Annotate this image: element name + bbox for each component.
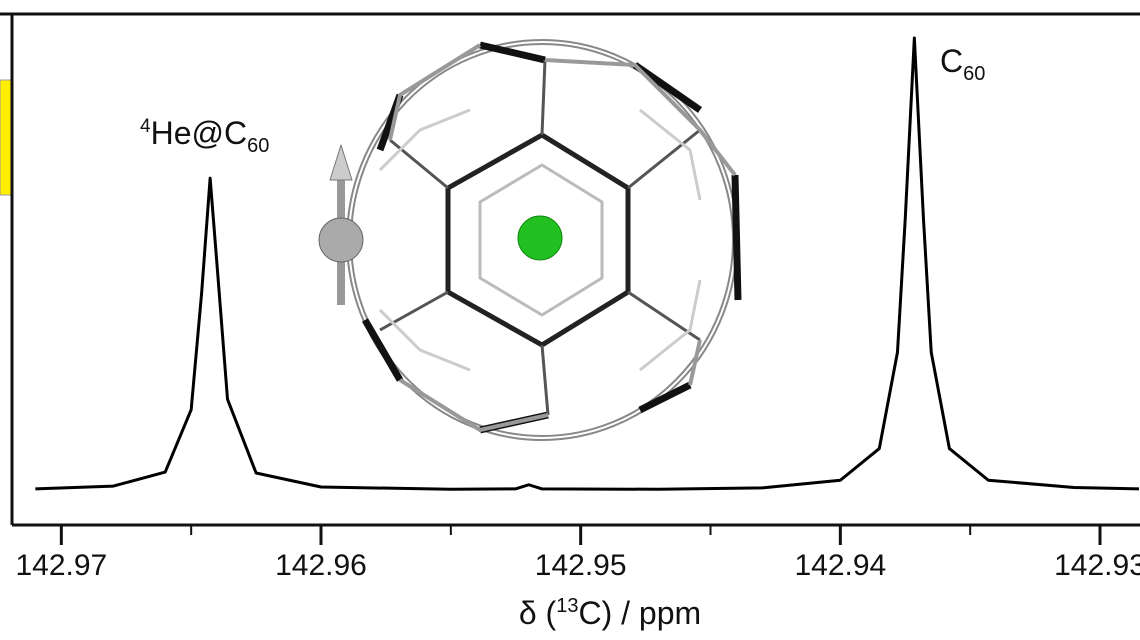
x-tick-label: 142.94 xyxy=(794,549,886,582)
x-label-part: δ ( xyxy=(519,595,557,631)
annotation-sub: 60 xyxy=(247,135,269,157)
x-tick-label: 142.93 xyxy=(1054,549,1140,582)
background xyxy=(0,0,1140,640)
x-tick-label: 142.96 xyxy=(275,549,367,582)
x-label-sup: 13 xyxy=(556,595,578,617)
annotation-text: He@C xyxy=(151,115,248,151)
x-tick-label: 142.95 xyxy=(535,549,627,582)
x-tick-label: 142.97 xyxy=(15,549,107,582)
side-highlight xyxy=(0,80,12,195)
annotation-sub: 60 xyxy=(963,63,985,85)
x-label-part: C) / ppm xyxy=(578,595,701,631)
x-axis-label: δ (13C) / ppm xyxy=(519,595,701,631)
annotation-text: C xyxy=(940,43,963,79)
annotation-sup: 4 xyxy=(140,116,151,137)
chart: 4He@C60 C60 δ (13C) / ppm 142.97142.9614… xyxy=(0,0,1140,640)
